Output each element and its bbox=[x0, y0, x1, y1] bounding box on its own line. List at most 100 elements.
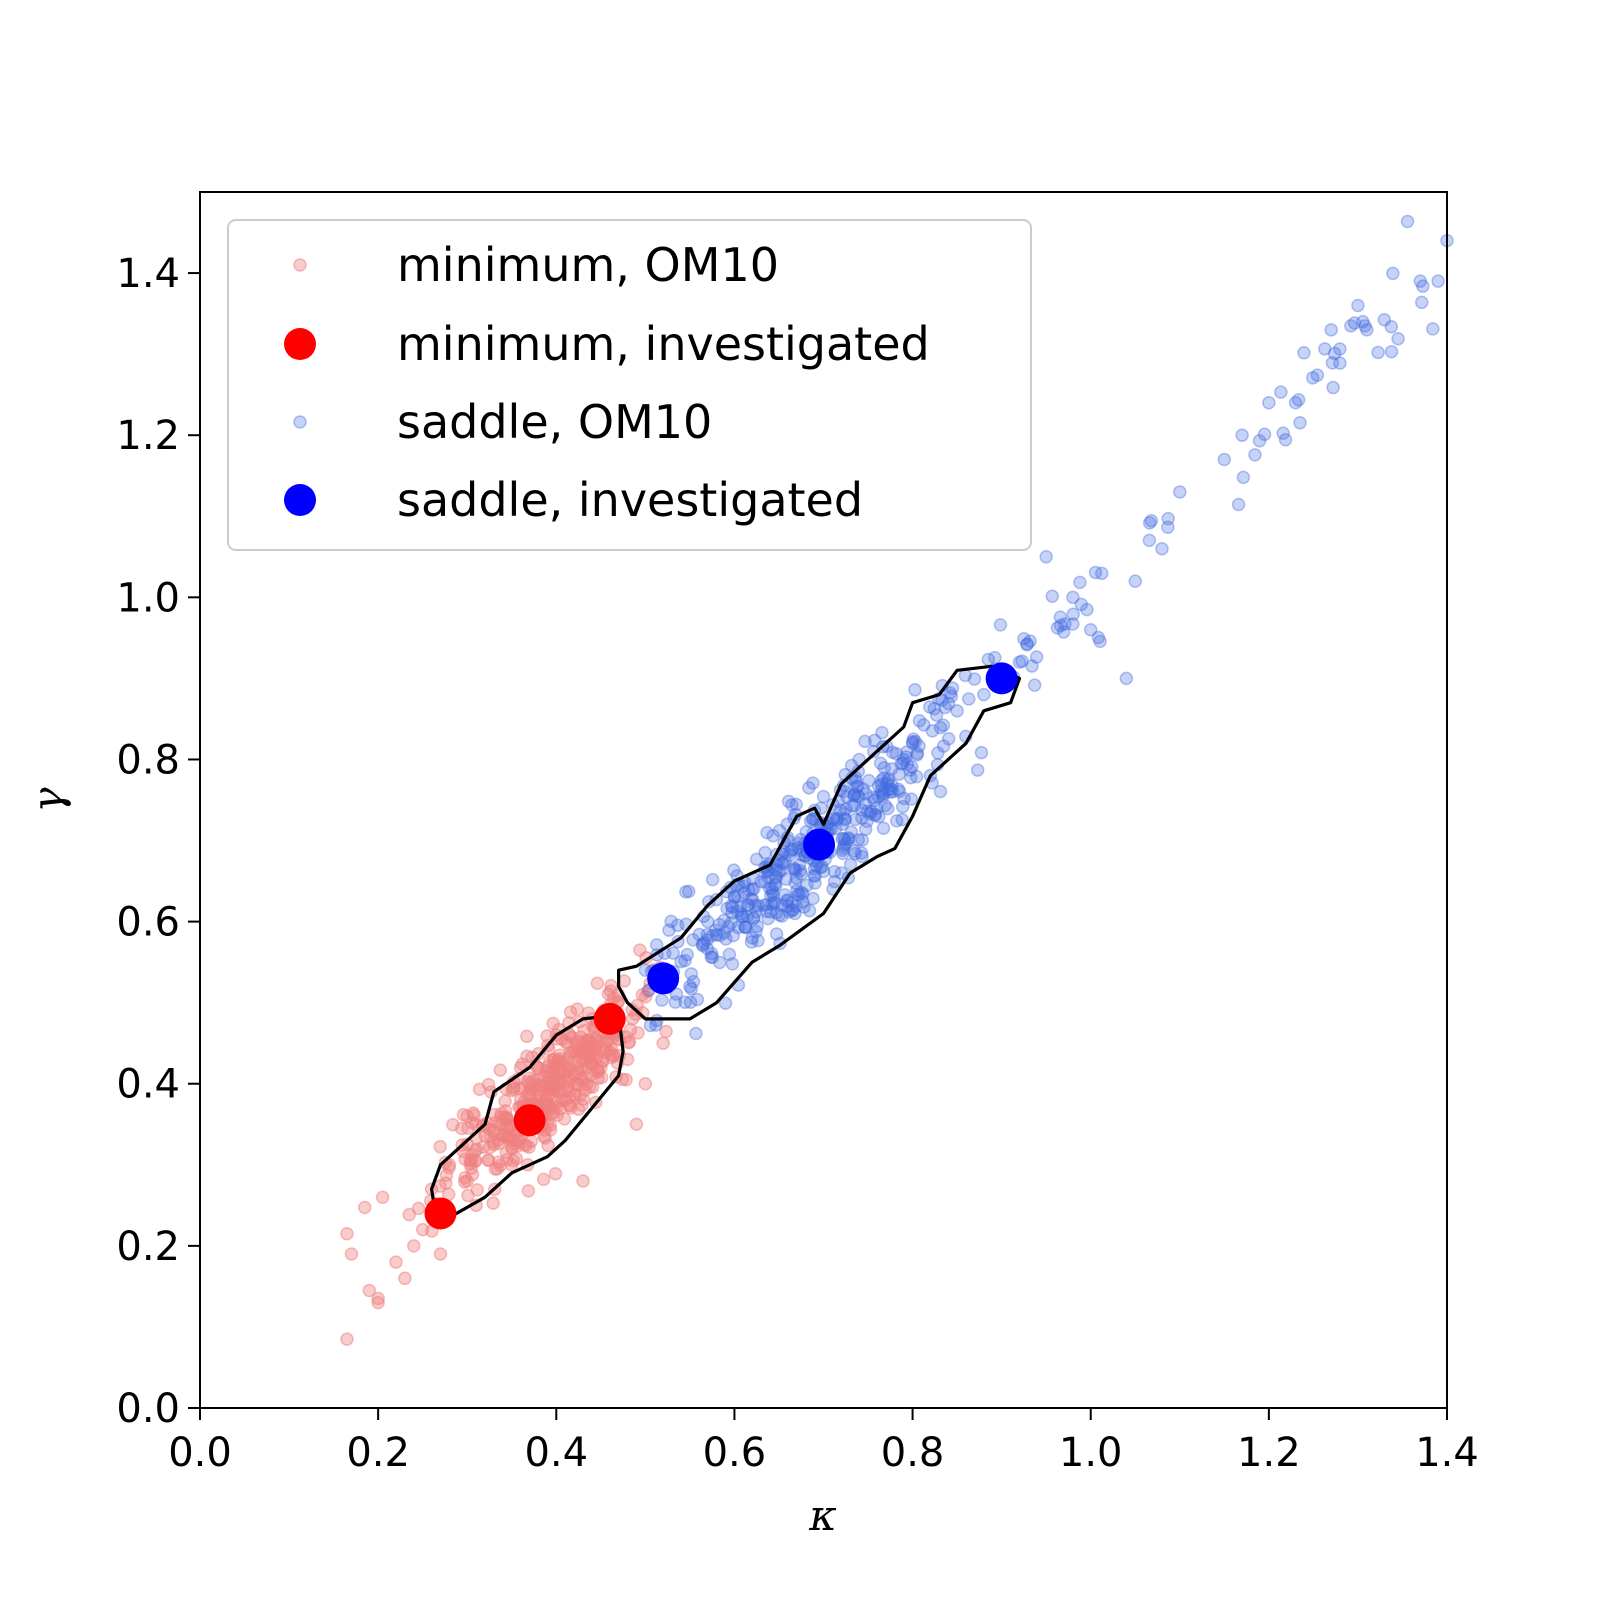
saddle-om10-point bbox=[1274, 385, 1288, 399]
saddle-om10-point bbox=[895, 812, 909, 827]
saddle-om10-point bbox=[792, 858, 807, 872]
saddle-om10-point bbox=[849, 780, 864, 794]
saddle-om10-point bbox=[1333, 356, 1347, 370]
saddle-om10-point bbox=[748, 898, 762, 913]
saddle-om10-point bbox=[845, 798, 859, 813]
saddle-om10-point bbox=[885, 745, 900, 760]
saddle-om10-point bbox=[806, 776, 820, 790]
saddle-om10-point bbox=[717, 913, 731, 928]
legend-label: minimum, investigated bbox=[397, 317, 930, 371]
saddle-om10-point bbox=[679, 885, 693, 899]
saddle-om10-point bbox=[916, 718, 931, 732]
saddle-om10-point bbox=[769, 905, 784, 920]
saddle-investigated-point bbox=[985, 662, 1018, 695]
saddle-om10-point bbox=[881, 801, 895, 816]
saddle-om10-point bbox=[868, 808, 883, 823]
saddle-om10-point bbox=[856, 782, 870, 796]
saddle-om10-point bbox=[830, 811, 844, 826]
saddle-om10-point bbox=[858, 796, 873, 811]
saddle-om10-point bbox=[876, 821, 891, 835]
legend-box bbox=[227, 219, 1032, 551]
saddle-om10-point bbox=[1262, 396, 1276, 410]
saddle-om10-point bbox=[686, 933, 700, 947]
saddle-om10-point bbox=[717, 926, 732, 940]
saddle-om10-point bbox=[726, 928, 740, 943]
saddle-om10-point bbox=[700, 933, 714, 947]
saddle-om10-point bbox=[808, 876, 822, 890]
investigated-points-layer bbox=[424, 662, 1018, 1230]
saddle-om10-point bbox=[923, 700, 937, 714]
saddle-om10-point bbox=[1083, 623, 1098, 637]
saddle-om10-point bbox=[802, 781, 816, 795]
minimum-om10-point bbox=[529, 1081, 543, 1096]
saddle-om10-point bbox=[912, 713, 927, 728]
saddle-om10-point bbox=[908, 734, 923, 749]
saddle-om10-point bbox=[785, 798, 799, 812]
saddle-om10-point bbox=[874, 773, 889, 788]
minimum-om10-point bbox=[638, 1076, 653, 1091]
saddle-om10-point bbox=[1088, 565, 1103, 580]
saddle-om10-point bbox=[781, 899, 795, 913]
saddle-om10-point bbox=[788, 906, 802, 921]
saddle-om10-point bbox=[736, 909, 750, 924]
saddle-om10-point bbox=[785, 842, 799, 857]
saddle-om10-point bbox=[761, 870, 776, 885]
saddle-om10-point bbox=[855, 811, 869, 825]
minimum-om10-point bbox=[402, 1207, 416, 1222]
minimum-om10-point bbox=[470, 1142, 484, 1157]
saddle-om10-point bbox=[855, 849, 869, 864]
saddle-om10-point bbox=[894, 757, 908, 771]
minimum-om10-point bbox=[511, 1139, 525, 1153]
legend-entry: minimum, OM10 bbox=[293, 238, 779, 292]
minimum-om10-point bbox=[578, 1083, 592, 1097]
saddle-om10-point bbox=[1128, 574, 1142, 588]
y-tick-label: 0.2 bbox=[116, 1224, 180, 1270]
saddle-om10-point bbox=[683, 995, 698, 1010]
minimum-om10-point bbox=[625, 1011, 640, 1026]
minimum-om10-point bbox=[493, 1063, 508, 1077]
saddle-om10-point bbox=[1020, 637, 1035, 651]
saddle-om10-point bbox=[880, 776, 894, 791]
saddle-om10-point bbox=[1293, 416, 1307, 430]
saddle-om10-point bbox=[1095, 566, 1109, 581]
saddle-om10-point bbox=[704, 950, 718, 964]
saddle-om10-point bbox=[727, 890, 742, 905]
minimum-om10-point bbox=[568, 1076, 582, 1091]
saddle-om10-point bbox=[745, 892, 760, 907]
saddle-om10-point bbox=[736, 879, 751, 893]
saddle-om10-point bbox=[900, 757, 915, 772]
legend-marker bbox=[293, 258, 307, 272]
saddle-om10-point bbox=[769, 869, 784, 884]
saddle-om10-point bbox=[871, 789, 886, 804]
minimum-om10-point bbox=[631, 1026, 645, 1040]
saddle-om10-point bbox=[896, 800, 910, 814]
saddle-om10-point bbox=[815, 859, 829, 874]
saddle-om10-point bbox=[772, 908, 787, 922]
saddle-om10-point bbox=[787, 861, 801, 875]
saddle-om10-point bbox=[669, 987, 684, 1001]
saddle-om10-point bbox=[1324, 323, 1338, 337]
y-tick-label: 0.4 bbox=[116, 1062, 180, 1108]
saddle-om10-point bbox=[1039, 550, 1053, 564]
minimum-om10-point bbox=[571, 1102, 586, 1116]
minimum-om10-point bbox=[486, 1196, 500, 1210]
saddle-om10-point bbox=[1347, 316, 1362, 330]
saddle-om10-point bbox=[807, 868, 821, 883]
saddle-om10-point bbox=[725, 906, 739, 920]
saddle-om10-point bbox=[731, 920, 745, 935]
saddle-om10-point bbox=[700, 927, 715, 942]
legend: minimum, OM10 minimum, investigated saddle… bbox=[227, 219, 1032, 551]
saddle-om10-point bbox=[852, 790, 866, 804]
saddle-om10-point bbox=[745, 931, 759, 945]
minimum-om10-point bbox=[520, 1049, 534, 1064]
saddle-om10-point bbox=[1020, 638, 1034, 652]
saddle-om10-point bbox=[871, 779, 886, 793]
y-tick-label: 1.0 bbox=[116, 575, 180, 621]
saddle-om10-point bbox=[1278, 433, 1293, 447]
saddle-om10-point bbox=[908, 683, 922, 697]
saddle-om10-point bbox=[705, 928, 719, 943]
saddle-om10-point bbox=[904, 792, 919, 806]
saddle-om10-point bbox=[878, 798, 893, 813]
minimum-om10-point bbox=[371, 1295, 385, 1310]
saddle-om10-point bbox=[760, 825, 774, 840]
